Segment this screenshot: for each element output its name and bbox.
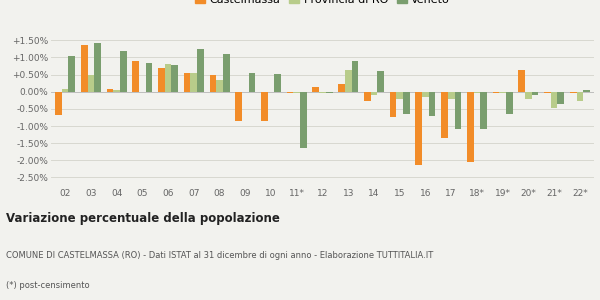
- Bar: [467, 92, 473, 162]
- Bar: [338, 84, 345, 92]
- Bar: [480, 92, 487, 129]
- Bar: [216, 80, 223, 92]
- Bar: [133, 61, 139, 92]
- Bar: [570, 92, 577, 93]
- Bar: [506, 92, 512, 114]
- Bar: [235, 92, 242, 121]
- Bar: [120, 51, 127, 92]
- Legend: Castelmassa, Provincia di RO, Veneto: Castelmassa, Provincia di RO, Veneto: [193, 0, 452, 7]
- Bar: [313, 87, 319, 92]
- Bar: [557, 92, 564, 104]
- Bar: [364, 92, 371, 101]
- Bar: [319, 92, 326, 93]
- Bar: [190, 73, 197, 92]
- Bar: [158, 68, 165, 92]
- Bar: [172, 65, 178, 92]
- Bar: [113, 90, 120, 92]
- Bar: [345, 70, 352, 92]
- Bar: [544, 92, 551, 93]
- Text: Variazione percentuale della popolazione: Variazione percentuale della popolazione: [6, 212, 280, 225]
- Bar: [429, 92, 436, 116]
- Bar: [55, 92, 62, 115]
- Text: COMUNE DI CASTELMASSA (RO) - Dati ISTAT al 31 dicembre di ogni anno - Elaborazio: COMUNE DI CASTELMASSA (RO) - Dati ISTAT …: [6, 251, 433, 260]
- Bar: [422, 92, 429, 97]
- Bar: [415, 92, 422, 165]
- Bar: [165, 64, 172, 92]
- Bar: [532, 92, 538, 95]
- Bar: [274, 74, 281, 92]
- Bar: [397, 92, 403, 99]
- Bar: [293, 92, 300, 93]
- Bar: [473, 92, 480, 93]
- Bar: [261, 92, 268, 121]
- Bar: [68, 56, 75, 92]
- Bar: [209, 75, 216, 92]
- Bar: [88, 75, 94, 92]
- Bar: [300, 92, 307, 148]
- Bar: [197, 49, 204, 92]
- Bar: [377, 71, 384, 92]
- Bar: [223, 54, 230, 92]
- Bar: [525, 92, 532, 99]
- Bar: [352, 61, 358, 92]
- Bar: [248, 73, 256, 92]
- Bar: [326, 92, 332, 93]
- Bar: [455, 92, 461, 129]
- Bar: [287, 92, 293, 93]
- Bar: [389, 92, 397, 117]
- Bar: [518, 70, 525, 92]
- Bar: [551, 92, 557, 108]
- Bar: [577, 92, 583, 101]
- Bar: [493, 92, 499, 93]
- Bar: [441, 92, 448, 138]
- Bar: [81, 45, 88, 92]
- Bar: [146, 63, 152, 92]
- Bar: [94, 43, 101, 92]
- Bar: [499, 92, 506, 93]
- Text: (*) post-censimento: (*) post-censimento: [6, 281, 89, 290]
- Bar: [371, 92, 377, 95]
- Bar: [62, 89, 68, 92]
- Bar: [583, 90, 590, 92]
- Bar: [403, 92, 410, 114]
- Bar: [448, 92, 455, 99]
- Bar: [184, 73, 190, 92]
- Bar: [107, 89, 113, 92]
